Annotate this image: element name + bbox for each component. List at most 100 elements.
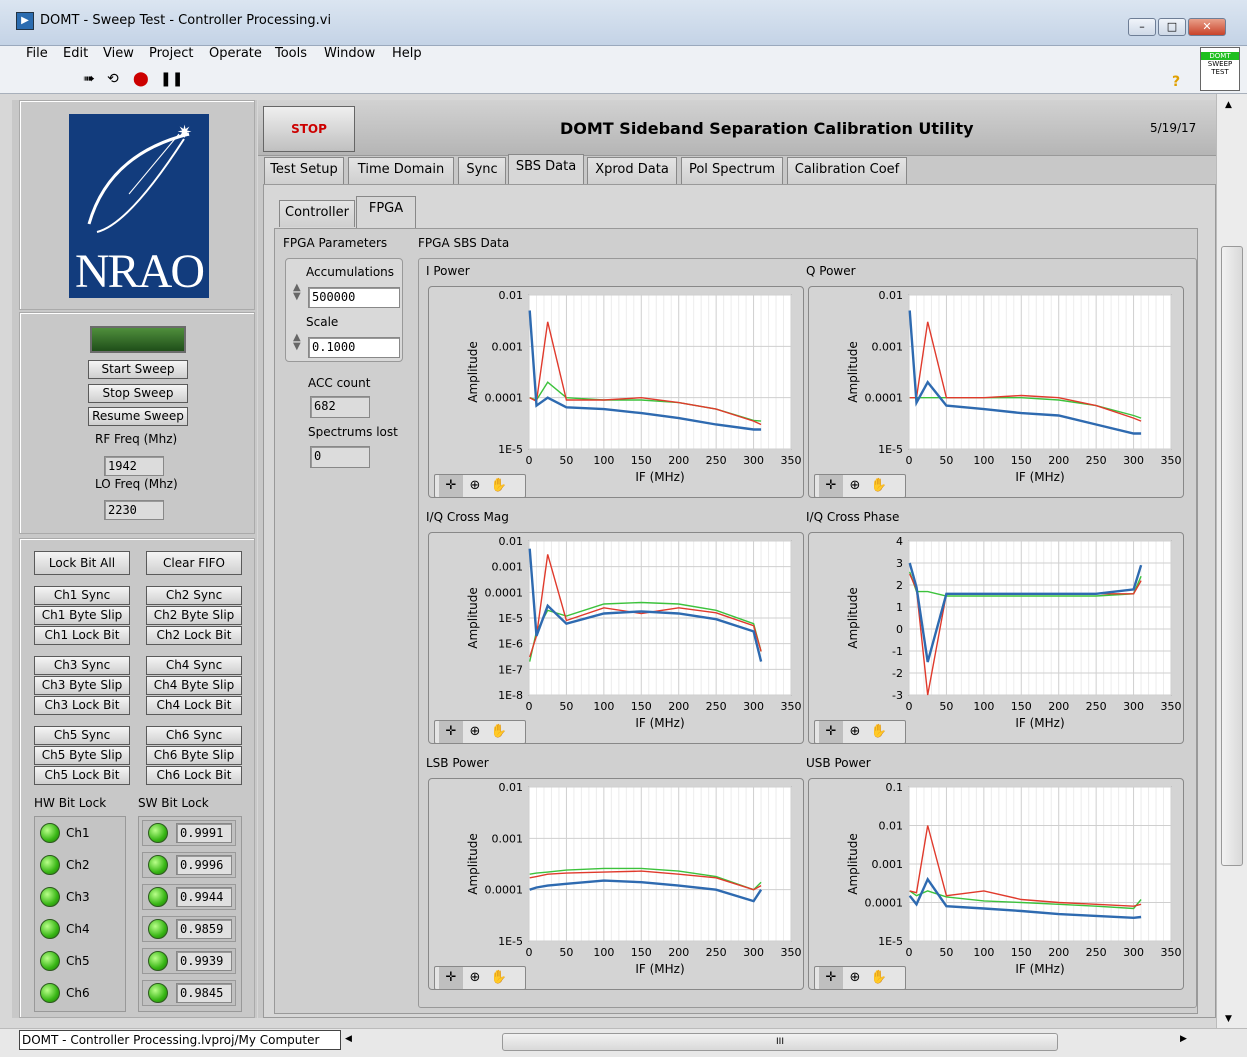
context-help-icon[interactable]: ? [1172, 74, 1181, 90]
ch6-sync-button[interactable]: Ch6 Sync [146, 726, 242, 745]
ch2-lock-bit-button[interactable]: Ch2 Lock Bit [146, 626, 242, 645]
zoom-icon[interactable]: ⊕ [469, 724, 481, 739]
series-line [529, 879, 763, 903]
ch6-byte-slip-button[interactable]: Ch6 Byte Slip [146, 746, 242, 765]
menu-help[interactable]: Help [392, 46, 422, 61]
scroll-up-icon[interactable]: ▲ [1225, 100, 1232, 110]
zoom-icon[interactable]: ⊕ [849, 478, 861, 493]
zoom-icon[interactable]: ⊕ [849, 970, 861, 985]
menu-operate[interactable]: Operate [209, 46, 262, 61]
cursor-icon[interactable]: ✛ [819, 721, 843, 743]
cursor-icon[interactable]: ✛ [439, 475, 463, 497]
plot-svg-q-power: 0.01 0.001 0.0001 1E-50 50 100 150 200 250 300 350… [846, 289, 1182, 484]
stop-sweep-button[interactable]: Stop Sweep [88, 384, 188, 403]
pan-hand-icon[interactable]: ✋ [490, 478, 508, 493]
scroll-right-icon[interactable]: ▶ [1180, 1034, 1187, 1044]
ch5-sync-button[interactable]: Ch5 Sync [34, 726, 130, 745]
ch3-sync-button[interactable]: Ch3 Sync [34, 656, 130, 675]
graph-i-q-cross-mag[interactable]: 0.01 0.001 0.0001 1E-5 1E-6 1E-7 1E-8 0 50 100 150… [428, 532, 804, 744]
tab-calibration-coef[interactable]: Calibration Coef [787, 157, 907, 184]
graph-title-q-power: Q Power [806, 264, 856, 278]
tab-xprod-data[interactable]: Xprod Data [587, 157, 677, 184]
graph-q-power[interactable]: 0.01 0.001 0.0001 1E-5 0 50 100 150 200 250 300 350… [808, 286, 1184, 498]
ch3-byte-slip-button[interactable]: Ch3 Byte Slip [34, 676, 130, 695]
accumulations-label: Accumulations [306, 265, 395, 279]
sw-bit-lock-box [138, 816, 242, 1012]
start-sweep-button[interactable]: Start Sweep [88, 360, 188, 379]
ch2-sync-button[interactable]: Ch2 Sync [146, 586, 242, 605]
pan-hand-icon[interactable]: ✋ [490, 724, 508, 739]
ch6-lock-bit-button[interactable]: Ch6 Lock Bit [146, 766, 242, 785]
pause-icon[interactable]: ❚❚ [160, 71, 184, 87]
tab-sync[interactable]: Sync [458, 157, 506, 184]
ch1-byte-slip-button[interactable]: Ch1 Byte Slip [34, 606, 130, 625]
pan-hand-icon[interactable]: ✋ [490, 970, 508, 985]
vertical-scroll-thumb[interactable] [1221, 246, 1243, 866]
tab-sbs-data[interactable]: SBS Data [508, 154, 584, 184]
graph-i-q-cross-phase[interactable]: 4 3 2 1 0 -1 -2 -3 0 50 100 150 200 250 300 350 Amplitud… [808, 532, 1184, 744]
subtab-fpga[interactable]: FPGA [356, 196, 416, 228]
scale-input[interactable]: 0.1000 [308, 337, 400, 358]
sw-bit-lock-label: SW Bit Lock [138, 796, 209, 810]
ch1-sync-button[interactable]: Ch1 Sync [34, 586, 130, 605]
pan-hand-icon[interactable]: ✋ [870, 724, 888, 739]
maximize-button[interactable]: □ [1158, 18, 1186, 36]
subtab-controller[interactable]: Controller [279, 200, 355, 227]
accumulations-input[interactable]: 500000 [308, 287, 400, 308]
x-tick-label: 300 [743, 454, 764, 467]
run-continuous-icon[interactable]: ⟲ [107, 71, 119, 87]
hw-lock-led-ch5 [40, 951, 60, 971]
graph-i-power[interactable]: 0.01 0.001 0.0001 1E-5 0 50 100 150 200 250 300 350… [428, 286, 804, 498]
hw-bit-lock-box [34, 816, 126, 1012]
close-button[interactable]: ✕ [1188, 18, 1226, 36]
menu-file[interactable]: File [26, 46, 48, 61]
series-line [528, 548, 763, 662]
zoom-icon[interactable]: ⊕ [469, 970, 481, 985]
graph-usb-power[interactable]: 0.1 0.01 0.001 0.0001 1E-5 0 50 100 150 200 250 300… [808, 778, 1184, 990]
resume-sweep-button[interactable]: Resume Sweep [88, 407, 188, 426]
ch5-lock-bit-button[interactable]: Ch5 Lock Bit [34, 766, 130, 785]
horizontal-scroll-thumb[interactable]: III [502, 1033, 1058, 1051]
ch4-byte-slip-button[interactable]: Ch4 Byte Slip [146, 676, 242, 695]
menu-edit[interactable]: Edit [63, 46, 89, 61]
run-arrow-icon[interactable]: ➠ [83, 71, 95, 87]
y-axis-label: Amplitude [466, 833, 480, 895]
ch4-sync-button[interactable]: Ch4 Sync [146, 656, 242, 675]
cursor-icon[interactable]: ✛ [819, 967, 843, 989]
clear-fifo-button[interactable]: Clear FIFO [146, 551, 242, 575]
ch2-byte-slip-button[interactable]: Ch2 Byte Slip [146, 606, 242, 625]
sw-lock-led-ch6 [148, 983, 168, 1003]
minimize-button[interactable]: – [1128, 18, 1156, 36]
cursor-icon[interactable]: ✛ [439, 721, 463, 743]
tab-time-domain[interactable]: Time Domain [348, 157, 454, 184]
y-tick-label: 0.01 [499, 289, 524, 302]
cursor-icon[interactable]: ✛ [819, 475, 843, 497]
vertical-scrollbar[interactable]: ▲ ▼ [1216, 94, 1247, 1028]
lock-bit-all-button[interactable]: Lock Bit All [34, 551, 130, 575]
menu-window[interactable]: Window [324, 46, 376, 61]
y-axis-label: Amplitude [846, 341, 860, 403]
scroll-down-icon[interactable]: ▼ [1225, 1014, 1232, 1024]
menu-tools[interactable]: Tools [275, 46, 308, 61]
zoom-icon[interactable]: ⊕ [849, 724, 861, 739]
scroll-left-icon[interactable]: ◀ [345, 1034, 352, 1044]
abort-icon[interactable]: ⬤ [133, 71, 149, 87]
stop-button[interactable]: STOP [263, 106, 355, 152]
logo-text: NRAO [74, 245, 205, 298]
sw-lock-value-ch4: 0.9859 [176, 919, 232, 939]
graph-lsb-power[interactable]: 0.01 0.001 0.0001 1E-5 0 50 100 150 200 250 300 350… [428, 778, 804, 990]
ch3-lock-bit-button[interactable]: Ch3 Lock Bit [34, 696, 130, 715]
pan-hand-icon[interactable]: ✋ [870, 970, 888, 985]
menu-view[interactable]: View [103, 46, 134, 61]
ch1-lock-bit-button[interactable]: Ch1 Lock Bit [34, 626, 130, 645]
accumulations-spinner-icon[interactable]: ▲ ▼ [293, 282, 301, 302]
zoom-icon[interactable]: ⊕ [469, 478, 481, 493]
tab-pol-spectrum[interactable]: Pol Spectrum [681, 157, 783, 184]
scale-spinner-icon[interactable]: ▲ ▼ [293, 332, 301, 352]
ch5-byte-slip-button[interactable]: Ch5 Byte Slip [34, 746, 130, 765]
pan-hand-icon[interactable]: ✋ [870, 478, 888, 493]
menu-project[interactable]: Project [149, 46, 194, 61]
ch4-lock-bit-button[interactable]: Ch4 Lock Bit [146, 696, 242, 715]
tab-test-setup[interactable]: Test Setup [264, 157, 344, 184]
cursor-icon[interactable]: ✛ [439, 967, 463, 989]
